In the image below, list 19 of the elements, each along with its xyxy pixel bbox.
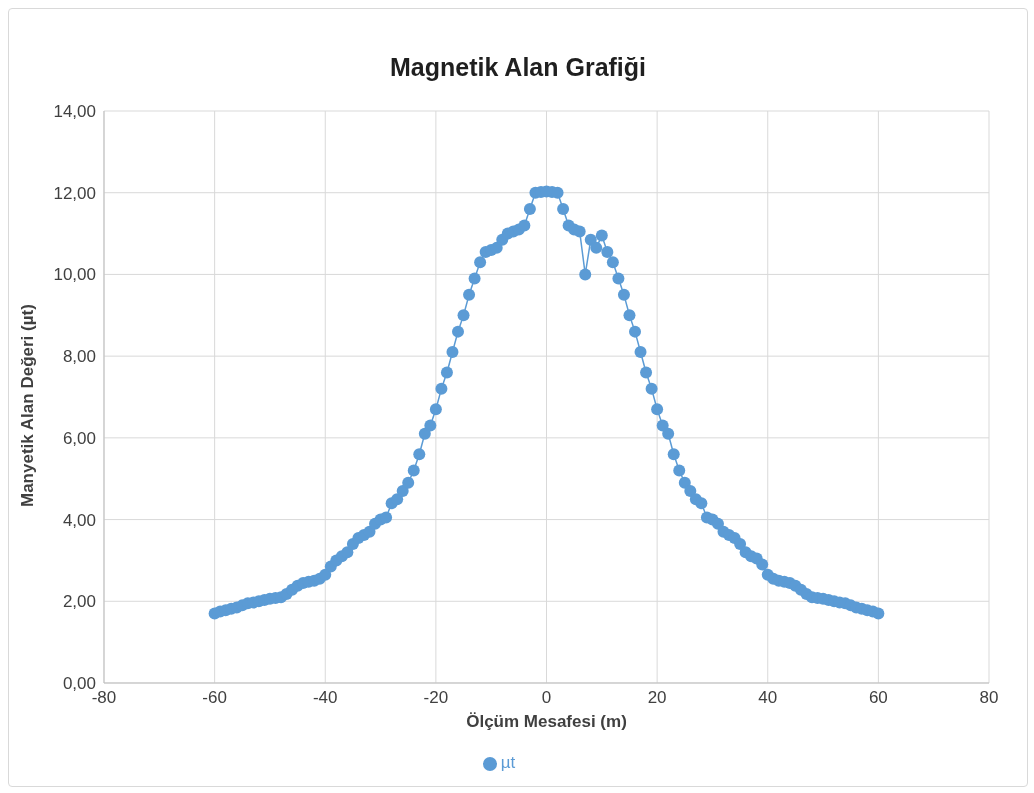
y-tick-label: 6,00: [62, 428, 96, 448]
x-tick-label: 40: [758, 688, 778, 708]
y-tick-label: 14,00: [53, 102, 96, 122]
x-tick-label: 60: [868, 688, 888, 708]
x-tick-label: 0: [541, 688, 552, 708]
x-tick-label: -60: [202, 688, 227, 708]
x-tick-label: 20: [647, 688, 667, 708]
y-axis-title: Manyetik Alan Değeri (µt): [18, 304, 38, 507]
x-tick-label: -40: [312, 688, 338, 708]
y-tick-label: 4,00: [62, 510, 96, 530]
y-tick-label: 8,00: [62, 347, 96, 367]
x-tick-label: 80: [979, 688, 999, 708]
legend-label: µt: [500, 753, 516, 772]
y-tick-label: 12,00: [53, 183, 96, 203]
x-tick-label: -20: [423, 688, 449, 708]
chart-title: Magnetik Alan Grafiği: [388, 52, 648, 83]
y-tick-label: 2,00: [62, 592, 96, 612]
y-tick-label: 10,00: [53, 265, 96, 285]
x-axis-title: Ölçüm Mesafesi (m): [466, 712, 627, 731]
